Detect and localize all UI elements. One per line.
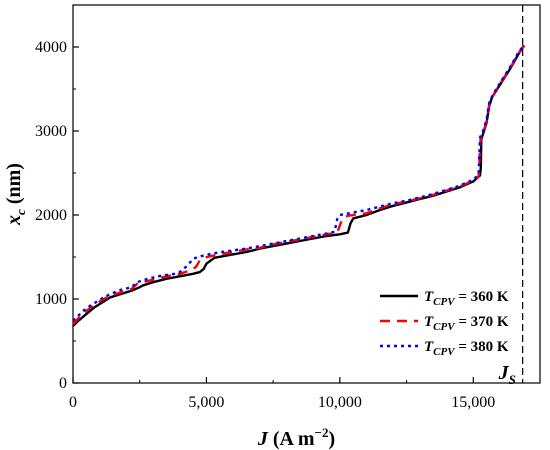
legend-label-1: TCPV = 370 K — [424, 314, 509, 333]
legend-label-text: = 380 K — [455, 339, 509, 355]
annotation-layer: JS — [498, 5, 524, 387]
x-axis-label-close: ) — [328, 428, 335, 450]
y-axis-label: xc (nm) — [3, 163, 28, 226]
legend-label-text: = 360 K — [455, 289, 509, 305]
x-tick-label-2: 10,000 — [318, 394, 362, 411]
x-tick-label-3: 15,000 — [451, 394, 495, 411]
legend-label-sub: CPV — [433, 321, 456, 333]
legend-label-sub: CPV — [433, 346, 456, 358]
series-line-0 — [72, 44, 526, 327]
x-axis-label: J (A m−2) — [257, 425, 335, 450]
legend-label-var: T — [424, 339, 434, 355]
y-tick-label-1: 1000 — [35, 291, 67, 308]
axes-layer: 0 5,000 10,000 15,000 0 1000 2000 3000 4000 J (A … — [3, 39, 495, 450]
js-label-sub: S — [509, 372, 516, 387]
series-line-2 — [72, 44, 525, 322]
legend-label-sub: CPV — [433, 296, 456, 308]
legend-label-text: = 370 K — [455, 314, 509, 330]
legend-label-2: TCPV = 380 K — [424, 339, 509, 358]
y-tick-label-4: 4000 — [35, 39, 67, 56]
y-axis-label-text: (nm) — [3, 163, 25, 209]
x-tick-label-1: 5,000 — [188, 394, 224, 411]
y-axis-label-var: x — [3, 215, 25, 226]
plot-frame — [72, 4, 541, 384]
series-layer — [72, 44, 526, 327]
y-tick-label-3: 3000 — [35, 123, 67, 140]
js-label-var: J — [498, 362, 510, 384]
y-axis-label-sub: c — [13, 209, 28, 215]
plot-area — [72, 4, 541, 384]
y-tick-label-2: 2000 — [35, 207, 67, 224]
legend-label-var: T — [424, 289, 434, 305]
x-tick-label-0: 0 — [69, 394, 77, 411]
series-line-1 — [72, 45, 525, 326]
x-axis-label-sup: −2 — [315, 425, 329, 440]
legend-label-var: T — [424, 314, 434, 330]
legend-label-0: TCPV = 360 K — [424, 289, 509, 308]
x-axis-label-text: (A m — [268, 428, 315, 450]
x-axis-label-var: J — [257, 428, 269, 450]
y-tick-label-0: 0 — [59, 375, 67, 392]
js-label: JS — [498, 362, 516, 387]
